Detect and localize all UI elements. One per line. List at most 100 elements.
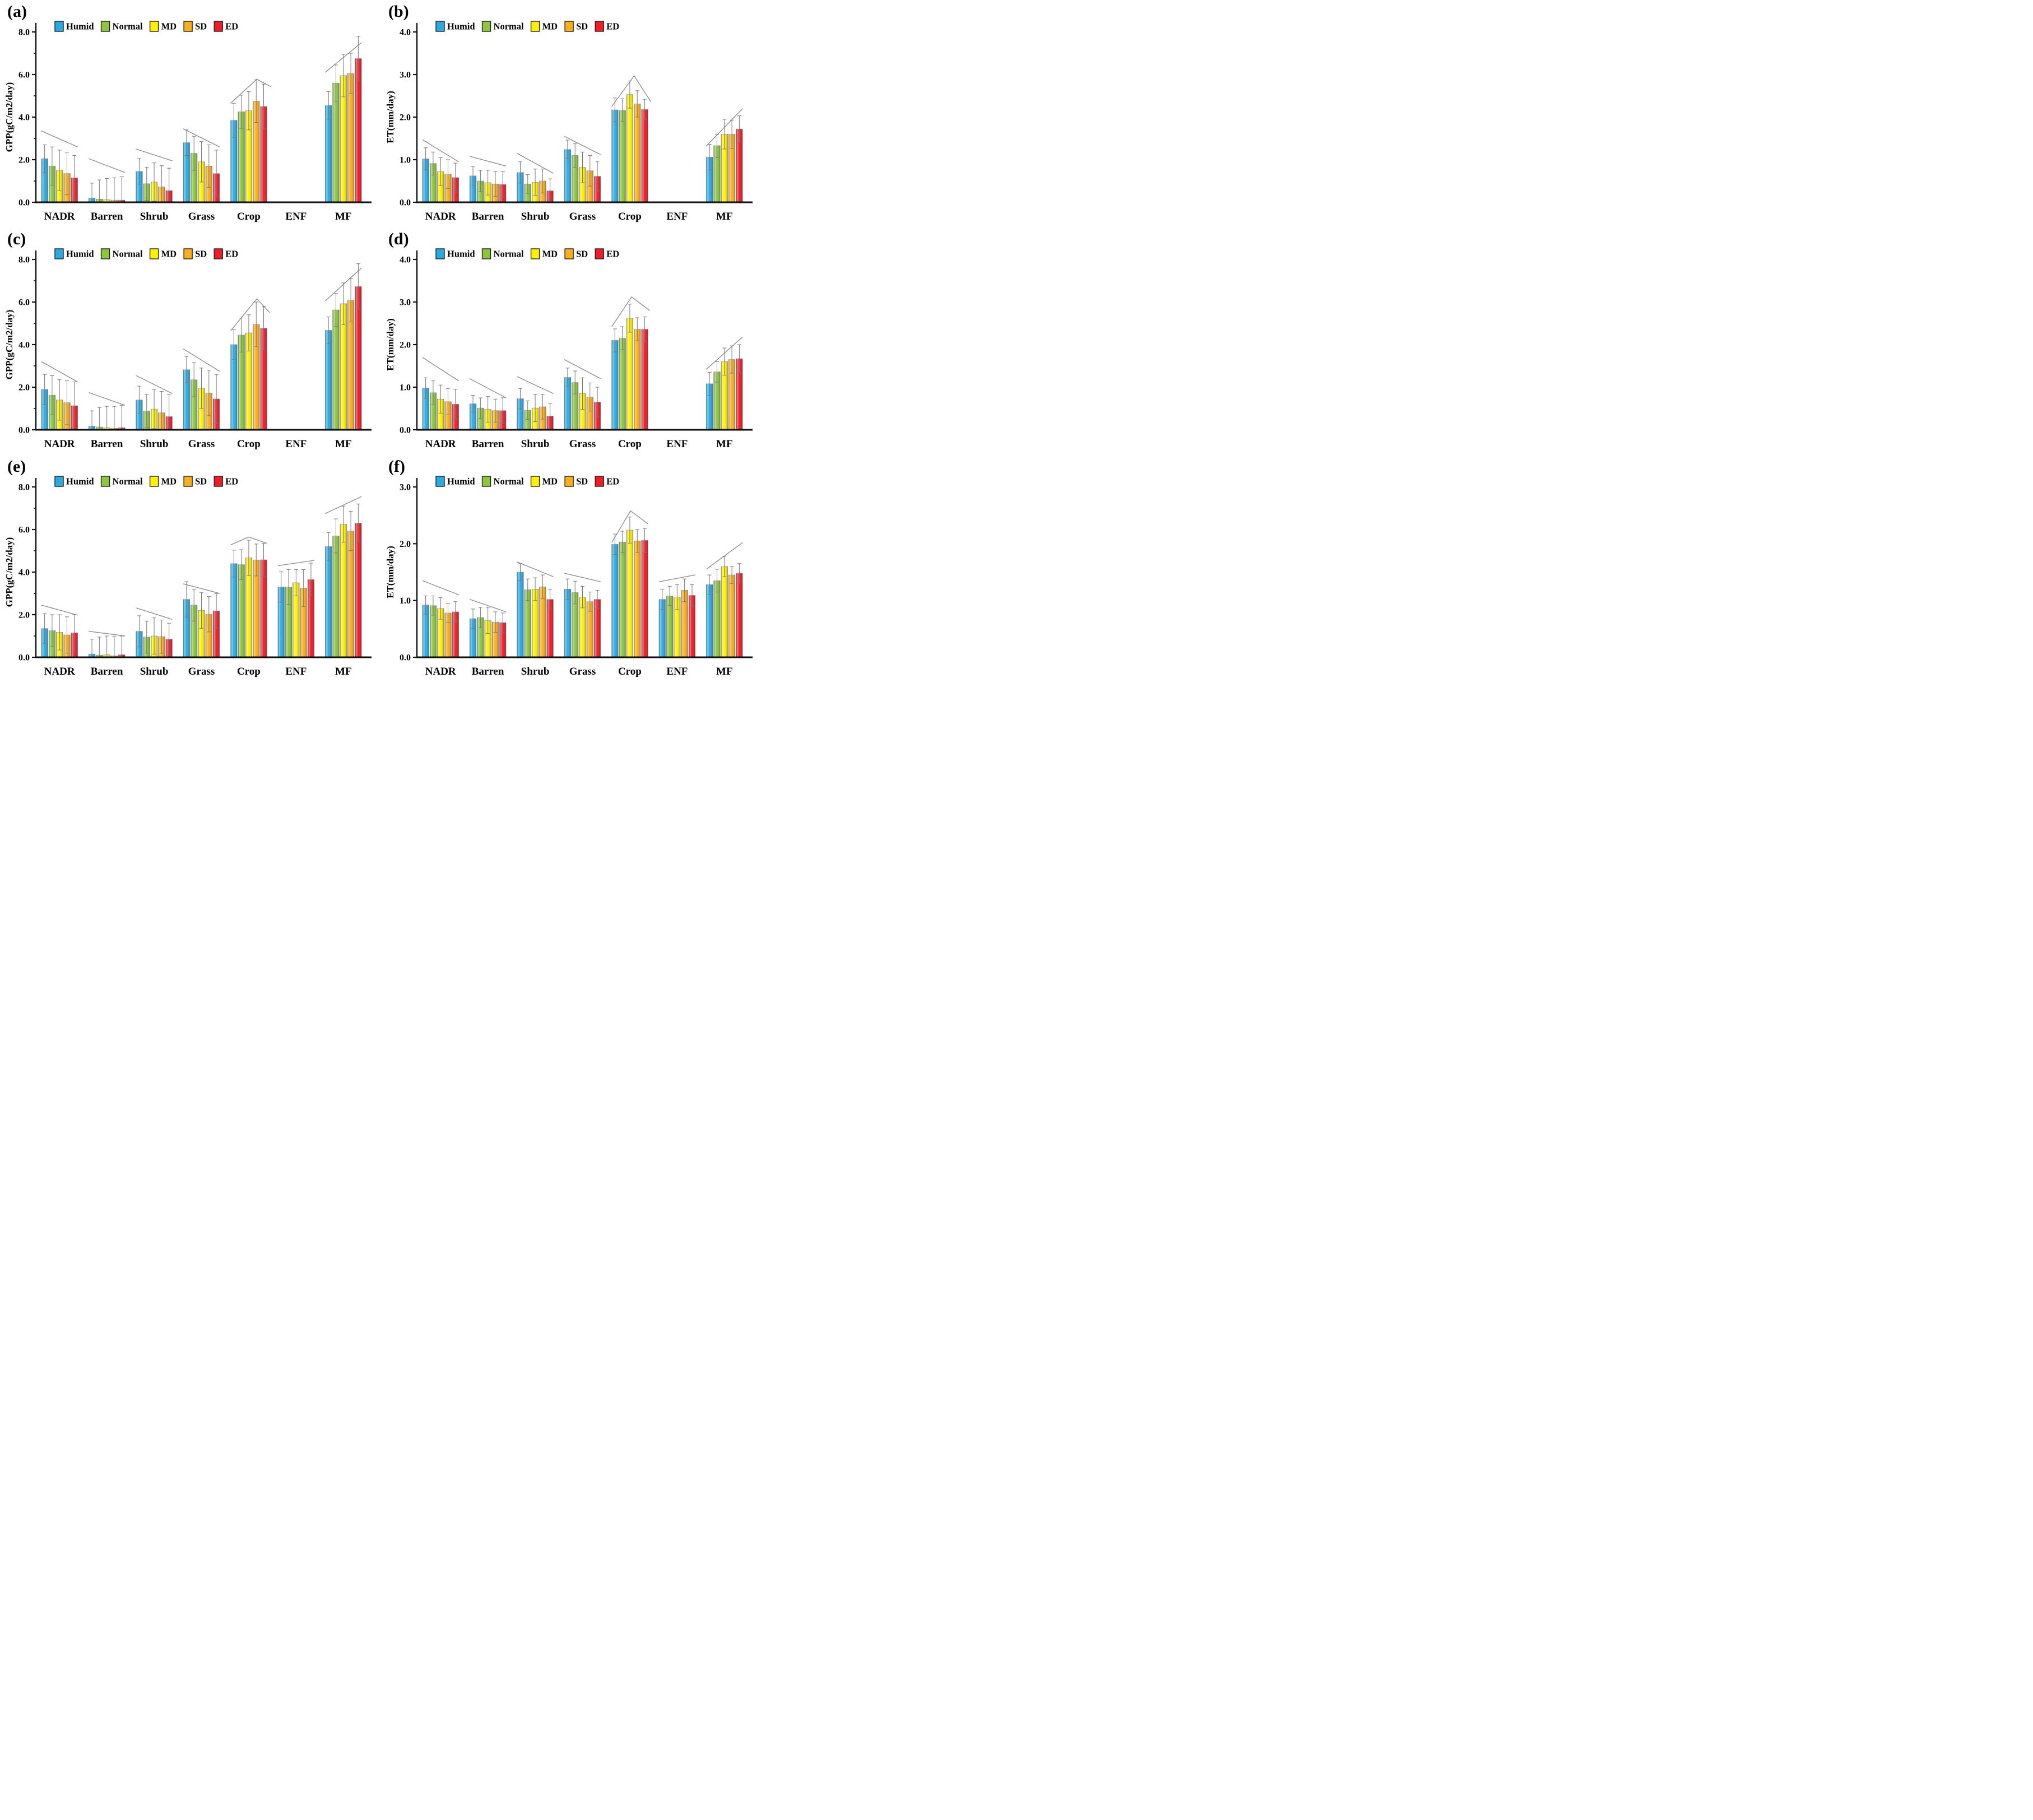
trend-line [89,392,126,406]
y-tick-label: 0.0 [400,653,411,663]
error-bar [184,129,189,156]
legend-label: Normal [494,249,524,259]
chart-gpp-c: 0.0 2.0 4.0 6.0 8.0 NADR Barren Shrub Grass Crop E… [4,248,372,450]
error-bar [493,611,498,633]
legend: Humid Normal MD SD ED [435,21,619,32]
error-bar [526,578,530,601]
error-bar [207,370,211,416]
error-bar [675,584,679,610]
y-tick-label: 0.0 [400,426,411,435]
error-bar [145,166,149,201]
y-tick-label: 6.0 [18,298,30,308]
error-bar [97,179,101,202]
error-bar [112,177,117,202]
error-bar [356,36,360,81]
bar-shine [183,369,190,430]
y-tick-label: 8.0 [18,256,30,265]
x-tick-label: Crop [618,666,642,677]
error-bar [707,144,712,170]
chart-et-b: 0.0 1.0 2.0 3.0 4.0 NADR Barren Shrub Grass Crop E… [385,21,753,222]
error-bar [548,178,553,202]
bar-shine [253,324,259,430]
error-bar [588,155,592,187]
bar-shine [626,530,633,657]
bar-shine [260,106,267,202]
legend-swatch [564,21,574,32]
y-axis-title: ET(mm/day) [385,546,396,598]
legend-label: Humid [66,249,94,259]
error-bar [565,578,570,600]
bar-shine [634,541,640,657]
error-bar [707,574,712,595]
legend-swatch [100,248,110,259]
error-bar [438,157,443,186]
error-bar [159,620,164,654]
error-bar [643,528,647,553]
x-tick-label: NADR [44,438,75,450]
y-tick-label: 2.0 [18,611,30,620]
x-tick-label: Shrub [521,666,550,677]
x-tick-label: Barren [472,211,504,222]
error-bar [478,397,482,419]
error-bar [145,394,149,428]
bar-shine [230,120,238,202]
legend-label: Humid [66,21,94,32]
trend-line [564,573,601,582]
legend-label: MD [161,476,177,487]
legend-label: ED [606,249,619,259]
error-bar [65,152,69,196]
x-tick-label: ENF [285,666,307,677]
x-tick-label: NADR [44,211,75,222]
legend-swatch [213,248,223,259]
error-bar [262,543,266,577]
bar-shine [579,393,586,430]
bar-shine [532,589,539,657]
bar-shine [136,171,143,202]
error-bar [595,387,600,417]
legend-swatch [530,248,540,259]
error-bar [192,136,196,171]
panel-e: (e) 0.0 2.0 4.0 6.0 8.0 NADR Barren Shrub Grass C… [0,455,381,682]
bar-shine [41,159,48,202]
error-bar [137,158,141,185]
bar-shine [626,318,633,430]
bar-shine [238,112,245,202]
bar-shine [470,619,476,657]
legend-label: ED [225,476,238,487]
error-bar [620,326,625,350]
bar-shine [525,410,531,430]
error-bar [635,90,639,118]
error-bar [152,389,156,429]
bar-shine [611,544,619,657]
error-bar [356,503,360,543]
bar-shine [587,601,593,657]
bar-shine [736,573,743,657]
legend-swatch [595,476,604,487]
error-bar [540,574,545,600]
x-tick-label: MF [716,438,733,450]
error-bar [239,318,244,352]
bar-shine [183,599,190,657]
legend-swatch [530,476,540,487]
error-bar [431,151,435,175]
bar-shine [245,110,252,202]
x-tick-label: Crop [618,211,642,222]
y-tick-label: 4.0 [18,568,30,578]
bar-shine [41,389,48,430]
trend-line [705,542,743,570]
x-tick-label: ENF [666,438,688,450]
legend-swatch [149,248,159,259]
error-bar [573,581,577,605]
legend-swatch [100,476,110,487]
error-bar [214,374,219,424]
error-bar [333,518,338,554]
error-bar [660,588,665,610]
bar-shine [332,310,340,430]
error-bar [119,405,124,430]
y-tick-label: 6.0 [18,71,30,80]
error-bar [262,83,266,129]
bar-shine [546,599,554,657]
error-bar [493,398,498,422]
y-tick-label: 4.0 [400,28,411,38]
error-bar [207,596,211,633]
